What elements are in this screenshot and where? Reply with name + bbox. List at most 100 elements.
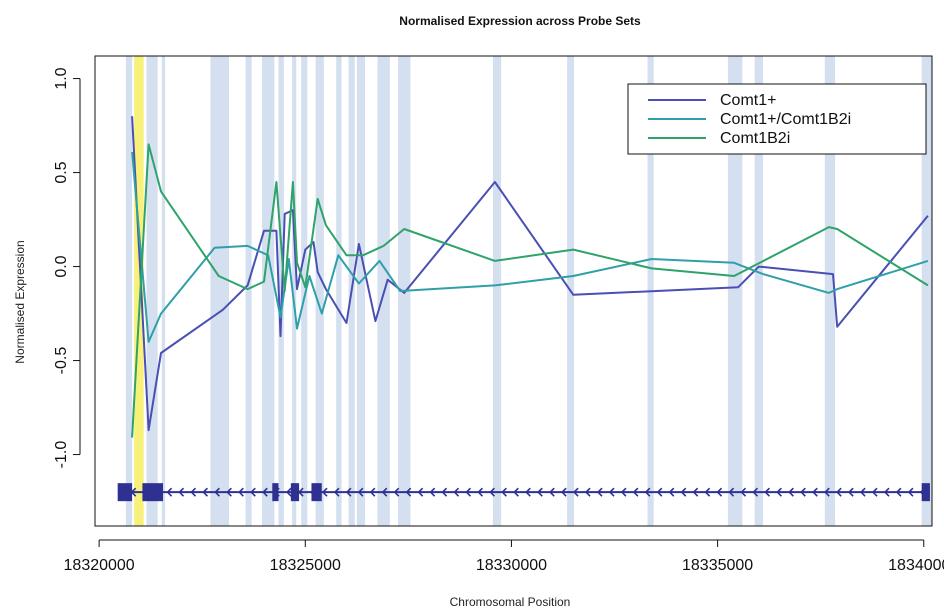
gene-model-arrow <box>393 487 400 497</box>
gene-model-arrow <box>608 487 615 497</box>
highlight-band <box>134 56 144 526</box>
x-tick-label: 18330000 <box>476 557 547 574</box>
gene-model-arrow <box>345 487 352 497</box>
gene-model-arrow <box>357 487 364 497</box>
gene-model-arrow <box>453 487 460 497</box>
gene-model-arrow <box>369 487 376 497</box>
gene-model-arrow <box>250 487 256 497</box>
gene-model-arrow <box>788 487 794 497</box>
probe-band <box>146 56 158 526</box>
gene-model-arrow <box>668 487 675 497</box>
gene-model-arrow <box>321 487 328 497</box>
gene-model-arrow <box>824 487 830 497</box>
plot-frame <box>94 55 933 527</box>
gene-model-arrow <box>525 487 531 497</box>
gene-model-arrow <box>895 487 902 497</box>
gene-model-arrow <box>740 487 747 497</box>
gene-model-arrow <box>764 487 770 497</box>
y-tick-label: 0.0 <box>53 255 70 277</box>
y-tick-label: 0.5 <box>53 161 70 183</box>
probe-band <box>292 56 297 526</box>
gene-model-arrow <box>333 487 340 497</box>
series-line <box>131 116 929 432</box>
gene-model-arrow <box>417 487 424 497</box>
gene-model-arrow <box>656 487 663 497</box>
gene-model-arrow <box>836 487 842 497</box>
gene-model-arrow <box>465 487 472 497</box>
gene-model-arrow <box>716 487 723 497</box>
gene-model-arrow <box>178 487 185 497</box>
gene-model-arrow <box>596 487 603 497</box>
series-line <box>131 143 929 438</box>
probe-band <box>161 56 166 526</box>
gene-model-arrow <box>859 487 866 497</box>
axes: 18320000 18325000 18330000 18335000 18340000… <box>53 67 944 574</box>
gene-model-arrow <box>477 487 484 497</box>
plot-area <box>117 56 932 526</box>
gene-model-exon <box>272 483 279 502</box>
gene-model-arrow <box>238 487 244 497</box>
gene-model-arrow <box>704 487 711 497</box>
y-tick-label: -0.5 <box>53 347 70 375</box>
gene-model-arrow <box>190 487 197 497</box>
gene-model-arrow <box>584 487 591 497</box>
series-line <box>131 151 929 343</box>
gene-model-arrow <box>166 487 173 497</box>
gene-model-arrow <box>871 487 878 497</box>
probe-band <box>492 56 502 526</box>
x-tick-label: 18320000 <box>64 557 135 574</box>
gene-model-arrow <box>620 487 627 497</box>
probe-band <box>245 56 252 526</box>
legend-entry: Comt1B2i <box>720 130 790 147</box>
legend-entry: Comt1+ <box>720 92 776 109</box>
y-axis-label: Normalised Expression <box>13 240 27 363</box>
gene-model-arrow <box>262 487 268 497</box>
x-tick-label: 18335000 <box>682 557 753 574</box>
gene-model-arrow <box>907 487 914 497</box>
x-tick-label: 18340000 <box>888 557 944 574</box>
gene-model-arrow <box>202 487 209 497</box>
gene-model-arrow <box>680 487 687 497</box>
gene-model-arrow <box>561 487 567 497</box>
gene-model-arrow <box>286 487 292 497</box>
gene-model-arrow <box>752 487 759 497</box>
y-tick-label: 1.0 <box>53 67 70 89</box>
probe-band <box>754 56 763 526</box>
x-tick-label: 18325000 <box>270 557 341 574</box>
probe-band <box>824 56 836 526</box>
gene-model-arrow <box>501 487 507 497</box>
gene-model-arrow <box>441 487 448 497</box>
probe-band <box>336 56 342 526</box>
gene-model-arrow <box>632 487 639 497</box>
gene-model-arrow <box>381 487 388 497</box>
gene-model-arrow <box>728 487 735 497</box>
probe-band <box>921 56 932 526</box>
probe-band <box>727 56 743 526</box>
gene-model-arrow <box>692 487 699 497</box>
gene-model-arrow <box>549 487 555 497</box>
gene-model-arrow <box>883 487 890 497</box>
plot-clipped-group <box>117 56 932 526</box>
probe-band <box>301 56 308 526</box>
gene-model-arrow <box>644 487 651 497</box>
y-tick-label: -1.0 <box>53 441 70 469</box>
chart-title: Normalised Expression across Probe Sets <box>399 14 641 28</box>
gene-model-exon <box>290 483 300 502</box>
gene-model-exon <box>311 483 322 502</box>
gene-model-arrow <box>489 487 495 497</box>
gene-model-arrow <box>429 487 436 497</box>
gene-model-exon <box>142 483 164 502</box>
gene-model-arrow <box>537 487 543 497</box>
legend: Comt1+ Comt1+/Comt1B2i Comt1B2i <box>627 83 927 155</box>
legend-entry: Comt1+/Comt1B2i <box>720 111 851 128</box>
gene-model-arrow <box>847 487 854 497</box>
probe-band <box>315 56 324 526</box>
gene-model-arrow <box>513 487 519 497</box>
x-axis-label: Chromosomal Position <box>450 595 571 609</box>
gene-model-arrow <box>572 487 579 497</box>
gene-model-exon <box>117 483 133 502</box>
probe-band <box>261 56 275 526</box>
gene-model-arrow <box>800 487 806 497</box>
gene-model-exon <box>921 483 930 502</box>
